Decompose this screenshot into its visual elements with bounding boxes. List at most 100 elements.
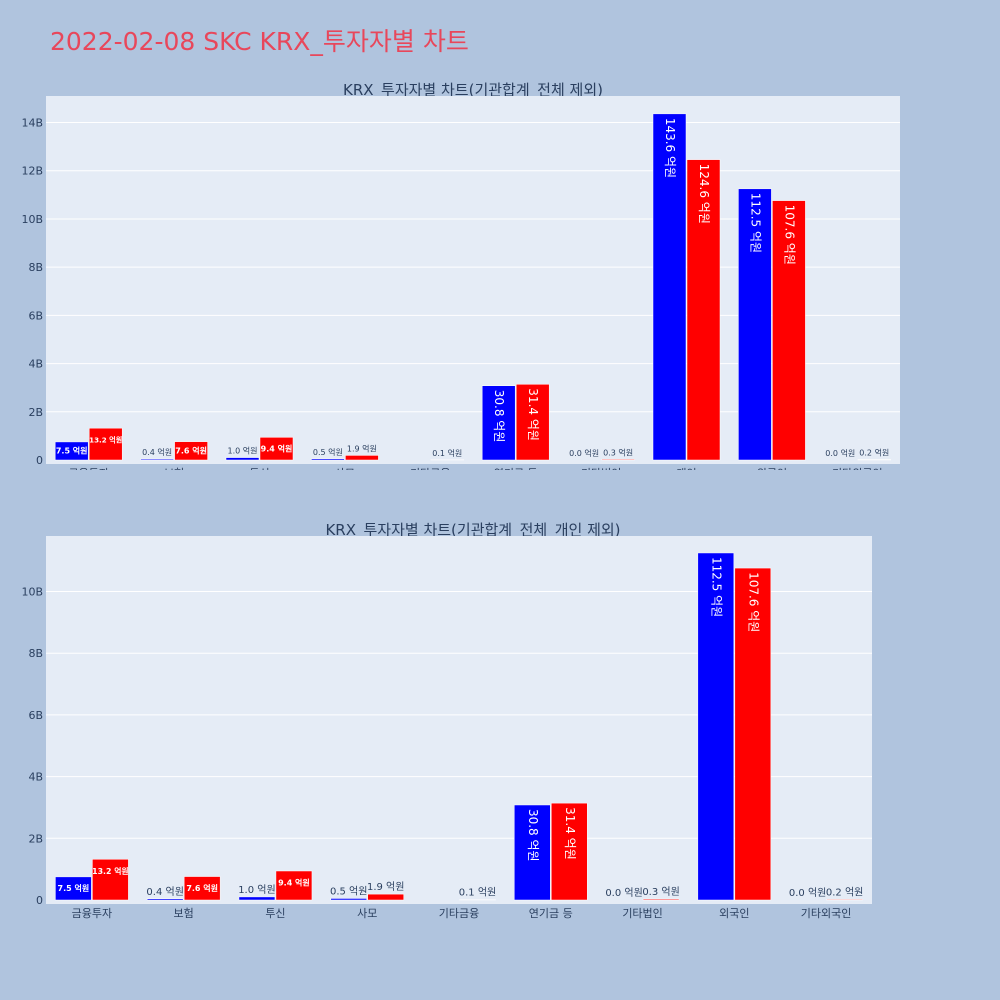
y-tick-label: 4B bbox=[28, 358, 43, 371]
bar bbox=[734, 567, 772, 901]
bar bbox=[146, 898, 184, 901]
data-label: 0.3 억원 bbox=[642, 886, 679, 898]
data-label: 112.5 억원 bbox=[748, 193, 762, 253]
x-tick-label: 외국인 bbox=[719, 907, 749, 920]
bar bbox=[330, 898, 367, 901]
data-label: 30.8 억원 bbox=[526, 809, 540, 862]
data-label: 9.4 억원 bbox=[278, 878, 310, 888]
bar bbox=[738, 188, 772, 461]
x-tick-label: 보험 bbox=[174, 907, 194, 920]
bar bbox=[772, 200, 806, 461]
x-tick-label: 기타금융 bbox=[439, 907, 479, 920]
plot-area bbox=[46, 96, 900, 464]
data-label: 143.6 억원 bbox=[663, 118, 677, 178]
x-tick-label: 투신 bbox=[265, 907, 285, 920]
data-label: 13.2 억원 bbox=[92, 866, 128, 876]
x-tick-label: 기타외국인 bbox=[832, 467, 883, 470]
data-label: 0.0 억원 bbox=[569, 448, 599, 458]
bar bbox=[311, 458, 345, 461]
bar bbox=[174, 441, 208, 461]
chart-title: KRX_투자자별 차트(기관합계_전체 제외) bbox=[343, 81, 603, 100]
y-tick-label: 2B bbox=[28, 406, 43, 419]
x-tick-label: 연기금 등 bbox=[494, 467, 538, 470]
chart-title: KRX_투자자별 차트(기관합계_전체_개인 제외) bbox=[325, 521, 620, 540]
y-tick-label: 10B bbox=[21, 213, 43, 226]
bar bbox=[481, 385, 516, 461]
bar bbox=[183, 876, 221, 901]
data-label: 0.4 억원 bbox=[146, 886, 183, 898]
bar bbox=[697, 552, 735, 901]
y-tick-label: 2B bbox=[28, 832, 43, 845]
x-tick-label: 사모 bbox=[357, 907, 377, 920]
y-tick-label: 0 bbox=[36, 454, 43, 467]
data-label: 0.2 억원 bbox=[826, 886, 863, 898]
data-label: 31.4 억원 bbox=[526, 388, 540, 441]
data-label: 112.5 억원 bbox=[709, 557, 723, 617]
x-tick-label: 기타법인 bbox=[622, 907, 662, 920]
data-label: 107.6 억원 bbox=[782, 205, 796, 265]
y-tick-label: 8B bbox=[28, 647, 43, 660]
bar bbox=[642, 898, 680, 901]
bar bbox=[88, 427, 123, 461]
data-label: 0.3 억원 bbox=[603, 447, 633, 457]
y-tick-label: 0 bbox=[36, 894, 43, 907]
data-label: 0.1 억원 bbox=[432, 448, 462, 458]
y-tick-label: 14B bbox=[21, 117, 43, 130]
data-label: 1.0 억원 bbox=[228, 446, 258, 456]
data-label: 0.4 억원 bbox=[142, 447, 172, 457]
bar bbox=[275, 870, 313, 901]
data-label: 13.2 억원 bbox=[89, 436, 122, 445]
data-label: 9.4 억원 bbox=[261, 443, 293, 453]
data-label: 0.0 억원 bbox=[825, 448, 855, 458]
data-label: 0.5 억원 bbox=[330, 885, 367, 897]
x-tick-label: 개인 bbox=[676, 467, 696, 470]
data-label: 7.6 억원 bbox=[175, 446, 207, 456]
bar bbox=[55, 876, 92, 901]
data-label: 0.0 억원 bbox=[605, 887, 642, 899]
data-label: 0.1 억원 bbox=[459, 887, 496, 899]
data-label: 107.6 억원 bbox=[746, 572, 760, 632]
bar bbox=[140, 458, 174, 461]
x-tick-label: 금융투자 bbox=[72, 907, 112, 920]
bar bbox=[345, 455, 379, 461]
bar bbox=[54, 441, 89, 461]
bar bbox=[652, 113, 687, 461]
x-tick-label: 금융투자 bbox=[68, 467, 108, 470]
bar bbox=[238, 896, 276, 901]
x-tick-label: 투신 bbox=[249, 467, 269, 470]
bar bbox=[514, 804, 551, 901]
x-tick-label: 기타법인 bbox=[581, 467, 621, 470]
y-tick-label: 10B bbox=[21, 586, 43, 599]
page-title: 2022-02-08 SKC KRX_투자자별 차트 bbox=[50, 27, 469, 56]
data-label: 7.5 억원 bbox=[58, 883, 90, 893]
bar bbox=[367, 893, 404, 901]
plot-area bbox=[46, 536, 872, 904]
bar bbox=[225, 457, 260, 461]
x-tick-label: 보험 bbox=[164, 467, 184, 470]
data-label: 0.0 억원 bbox=[789, 887, 826, 899]
bar bbox=[686, 159, 721, 461]
data-label: 31.4 억원 bbox=[563, 807, 577, 860]
bar bbox=[515, 384, 550, 461]
y-tick-label: 12B bbox=[21, 165, 43, 178]
data-label: 7.6 억원 bbox=[186, 883, 218, 893]
data-label: 30.8 억원 bbox=[492, 390, 506, 443]
data-label: 1.9 억원 bbox=[347, 443, 377, 453]
data-label: 0.5 억원 bbox=[313, 447, 343, 457]
data-label: 1.0 억원 bbox=[238, 884, 275, 896]
y-tick-label: 4B bbox=[28, 771, 43, 784]
data-label: 124.6 억원 bbox=[697, 164, 711, 224]
x-tick-label: 연기금 등 bbox=[529, 907, 573, 920]
bar bbox=[92, 859, 129, 901]
x-tick-label: 사모 bbox=[335, 467, 355, 470]
y-tick-label: 8B bbox=[28, 261, 43, 274]
data-label: 1.9 억원 bbox=[367, 881, 404, 893]
bar bbox=[601, 459, 635, 461]
x-tick-label: 기타금융 bbox=[410, 467, 450, 470]
x-tick-label: 외국인 bbox=[757, 467, 787, 470]
y-tick-label: 6B bbox=[28, 309, 43, 322]
bar bbox=[259, 437, 294, 461]
bar bbox=[551, 802, 588, 901]
